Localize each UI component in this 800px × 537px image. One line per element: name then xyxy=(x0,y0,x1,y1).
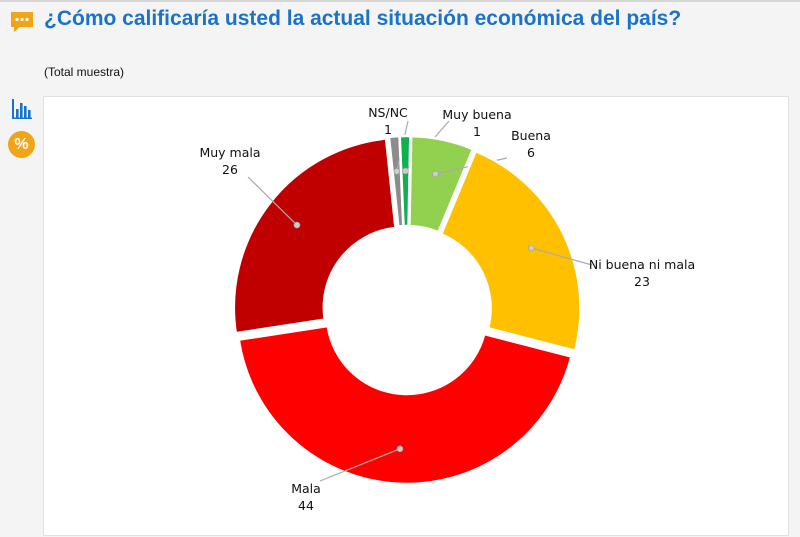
label-muy-buena: Muy buena xyxy=(442,107,511,122)
connector-dot-ns-nc xyxy=(393,168,401,175)
value-mala: 44 xyxy=(298,498,314,513)
label-ni-buena-ni-mala: Ni buena ni mala xyxy=(589,257,695,272)
label-buena: Buena xyxy=(511,128,551,143)
top-border xyxy=(0,0,800,2)
connector-dot-ni-buena-ni-mala xyxy=(528,244,535,252)
connector-dot-muy-mala xyxy=(293,221,301,229)
label-ns-nc: NS/NC xyxy=(368,105,408,120)
value-muy-mala: 26 xyxy=(222,162,238,177)
connector-mala xyxy=(319,448,401,482)
connector-ni-buena-ni-mala xyxy=(531,247,593,266)
value-ns-nc: 1 xyxy=(384,122,392,137)
connector-dot-muy-buena xyxy=(402,167,409,175)
slice-ni-buena-ni-mala[interactable] xyxy=(439,149,582,353)
percent-icon[interactable]: % xyxy=(8,131,35,158)
label-muy-mala: Muy mala xyxy=(199,145,260,160)
label-mala: Mala xyxy=(291,481,321,496)
value-ni-buena-ni-mala: 23 xyxy=(634,274,650,289)
speech-bubble-icon xyxy=(11,12,33,32)
slice-muy-mala[interactable] xyxy=(232,137,397,335)
donut-chart: NS/NC 1 Muy buena 1 Buena 6 Ni buena ni mala 23… xyxy=(199,105,695,513)
chart-panel: NS/NC 1 Muy buena 1 Buena 6 Ni buena ni mala 23… xyxy=(43,96,789,536)
page-title: ¿Cómo calificaría usted la actual situac… xyxy=(44,7,682,30)
value-muy-buena: 1 xyxy=(473,124,481,139)
value-buena: 6 xyxy=(527,145,535,160)
slice-buena[interactable] xyxy=(408,134,475,234)
sample-subtitle: (Total muestra) xyxy=(44,65,125,79)
bar-chart-icon[interactable] xyxy=(10,98,34,120)
connector-dot-buena xyxy=(432,170,439,178)
connector-muy-mala xyxy=(247,176,298,226)
slice-mala[interactable] xyxy=(237,324,573,486)
connector-dot-mala xyxy=(396,445,404,453)
